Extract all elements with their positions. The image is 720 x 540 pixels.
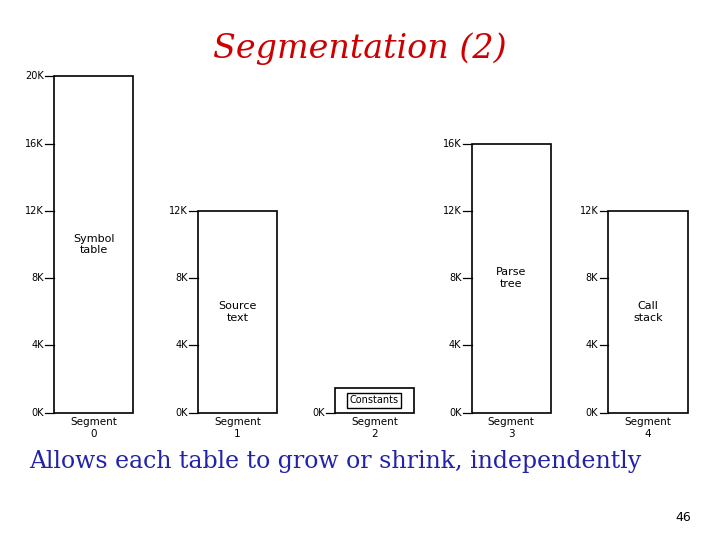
Text: 0K: 0K (586, 408, 598, 418)
Text: 0K: 0K (312, 408, 325, 418)
Text: Call
stack: Call stack (633, 301, 663, 322)
Text: Segment
3: Segment 3 (487, 417, 535, 438)
Bar (335, 388, 414, 413)
Text: Allows each table to grow or shrink, independently: Allows each table to grow or shrink, ind… (29, 450, 641, 473)
Text: Segment
1: Segment 1 (214, 417, 261, 438)
Text: Parse
tree: Parse tree (496, 267, 526, 289)
Text: 0K: 0K (176, 408, 188, 418)
Text: 8K: 8K (449, 273, 462, 283)
Text: 4K: 4K (176, 341, 188, 350)
Bar (54, 76, 133, 413)
Bar (472, 144, 551, 413)
Bar (198, 211, 277, 413)
Text: 12K: 12K (580, 206, 598, 216)
Text: 0K: 0K (449, 408, 462, 418)
Text: Segment
0: Segment 0 (70, 417, 117, 438)
Text: 8K: 8K (32, 273, 44, 283)
Text: 8K: 8K (176, 273, 188, 283)
Text: 16K: 16K (443, 139, 462, 148)
Text: 12K: 12K (443, 206, 462, 216)
Text: Symbol
table: Symbol table (73, 234, 114, 255)
Text: 4K: 4K (32, 341, 44, 350)
Text: 16K: 16K (25, 139, 44, 148)
Text: 46: 46 (675, 511, 691, 524)
Text: 4K: 4K (586, 341, 598, 350)
Bar (608, 211, 688, 413)
Text: Segment
2: Segment 2 (351, 417, 398, 438)
Text: 12K: 12K (25, 206, 44, 216)
Text: Segmentation (2): Segmentation (2) (213, 32, 507, 65)
Text: 8K: 8K (586, 273, 598, 283)
Text: 20K: 20K (25, 71, 44, 81)
Text: Source
text: Source text (218, 301, 257, 322)
Text: Constants: Constants (350, 395, 399, 405)
Text: 12K: 12K (169, 206, 188, 216)
Text: Segment
4: Segment 4 (624, 417, 672, 438)
Text: 4K: 4K (449, 341, 462, 350)
Text: 0K: 0K (32, 408, 44, 418)
